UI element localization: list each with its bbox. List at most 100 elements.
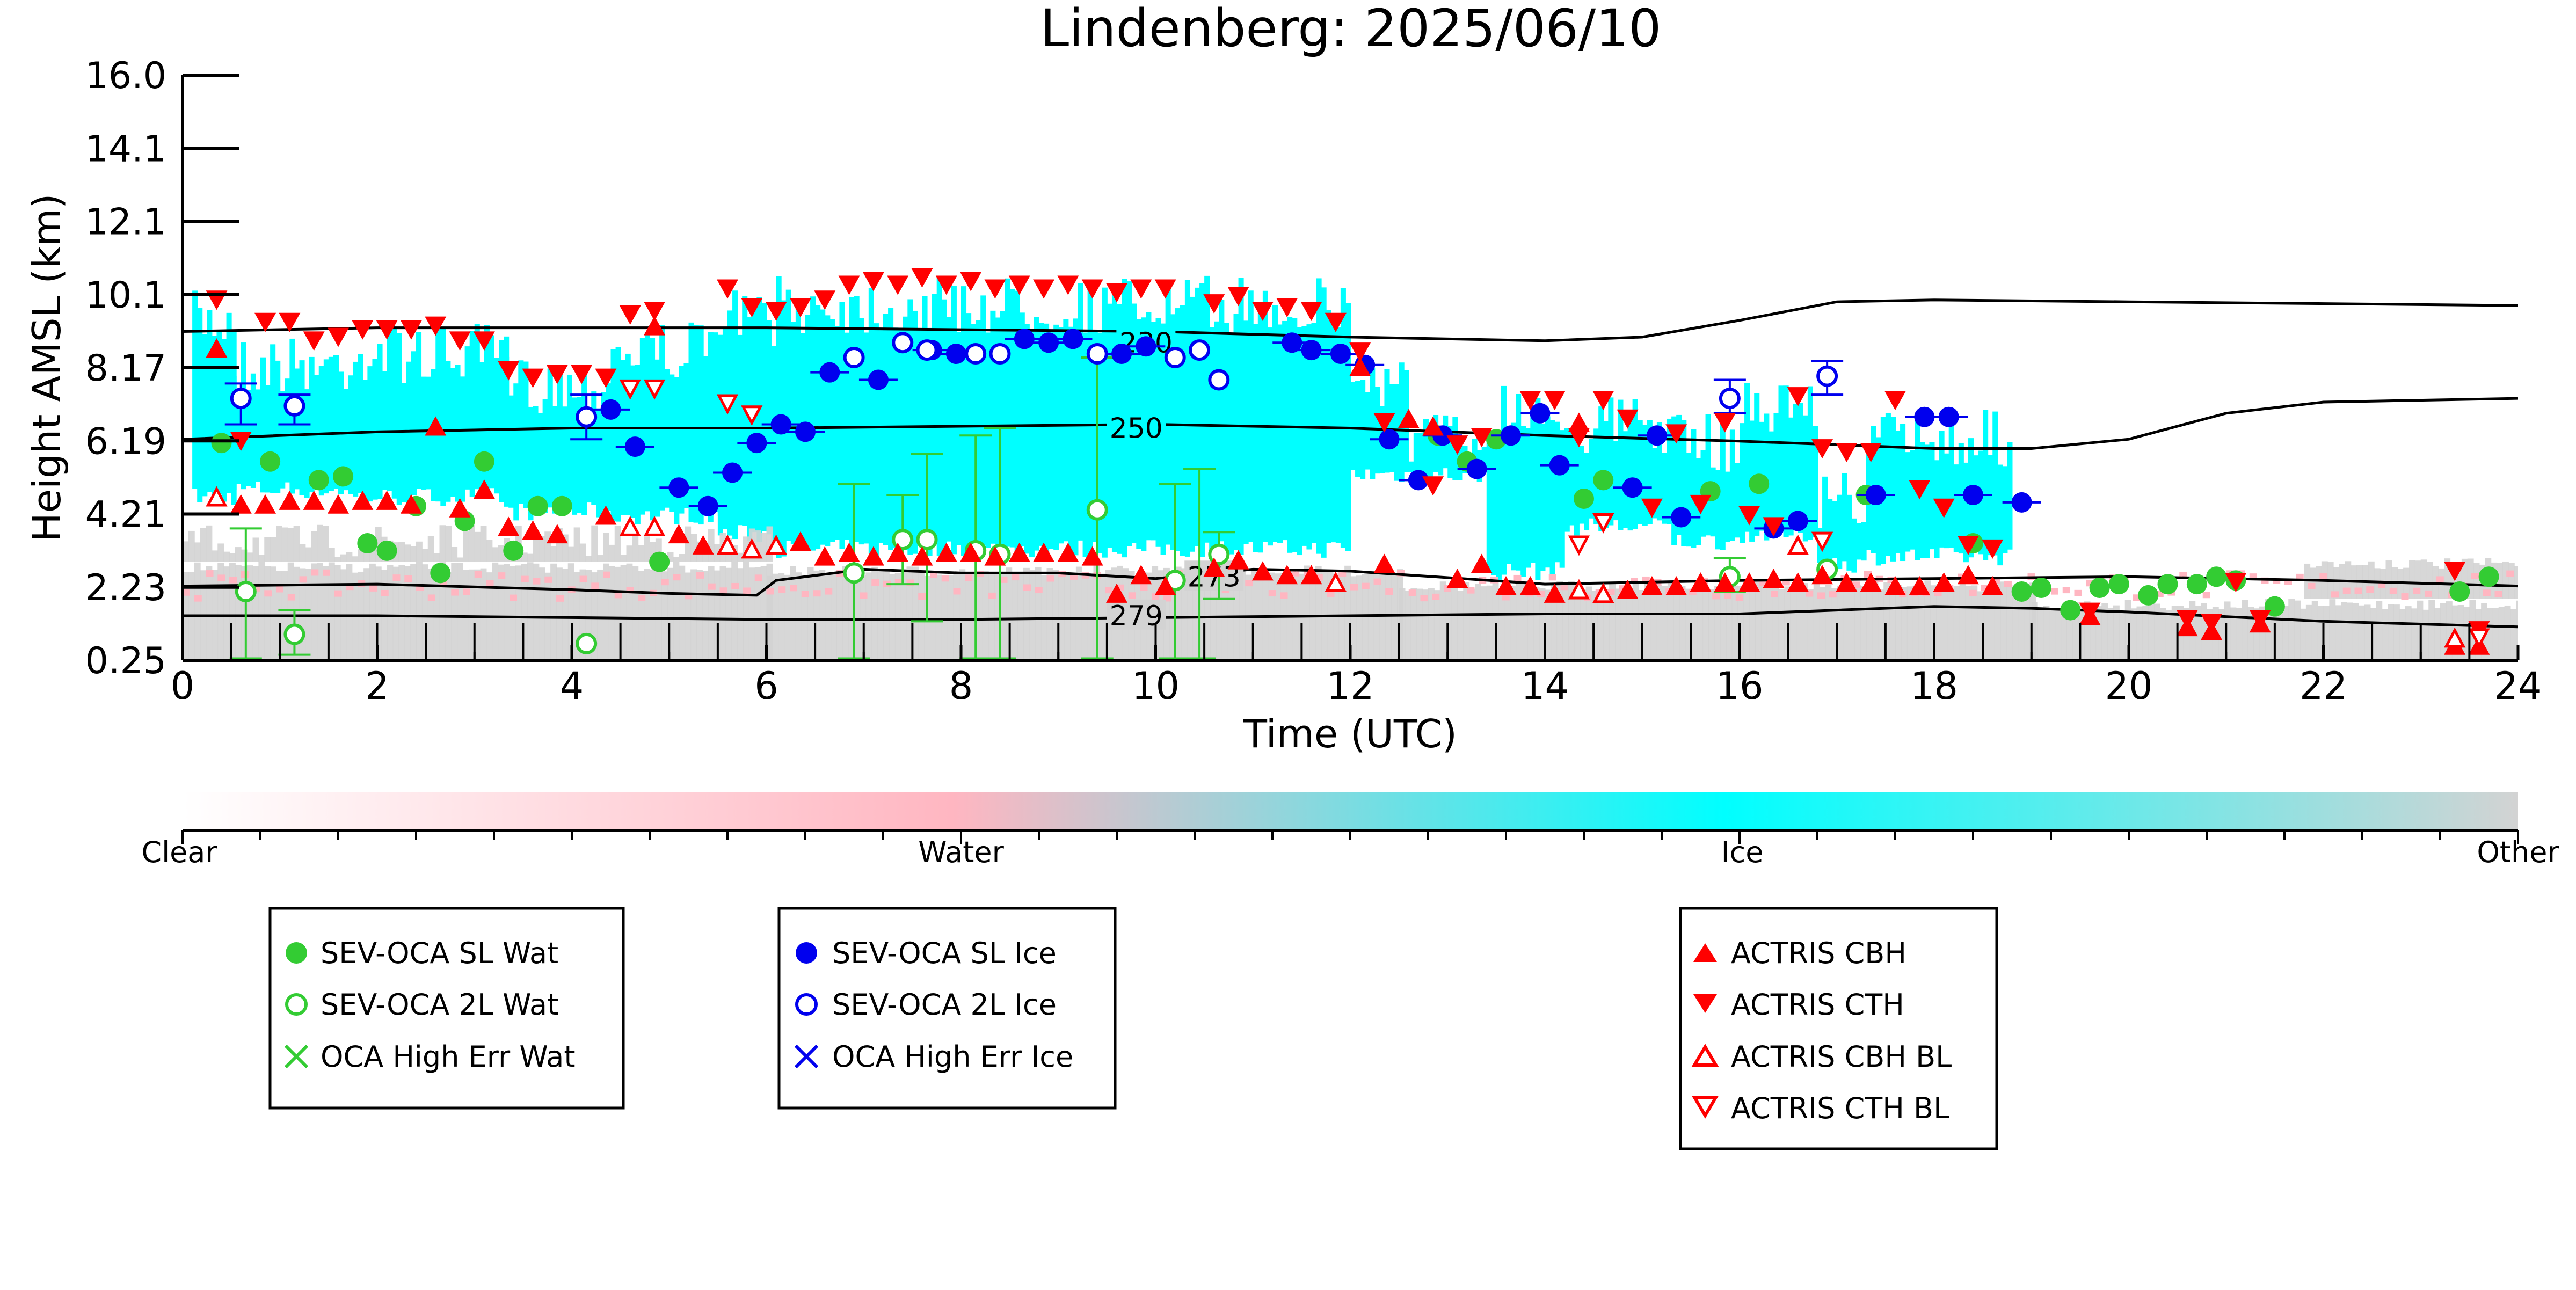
point-actris-cth <box>862 272 884 291</box>
y-tick-label: 4.21 <box>85 494 166 536</box>
water-pixel <box>1735 594 1743 601</box>
other-column <box>340 554 347 562</box>
other-column <box>1766 584 1773 660</box>
water-pixel <box>2494 591 2502 597</box>
legend-actris: ACTRIS CBH ACTRIS CTH ACTRIS CBH BL ACTR… <box>1679 907 1998 1150</box>
other-column <box>1609 582 1616 660</box>
point-sev-oca-sl-ice <box>1330 344 1351 365</box>
other-column <box>1807 589 1814 660</box>
ice-column <box>1540 423 1546 571</box>
point-sev-oca-sl-ice <box>697 495 718 516</box>
point-actris-cbh-bl <box>1568 579 1590 600</box>
other-column <box>287 528 294 562</box>
ice-column <box>396 333 402 505</box>
legend-cbh-marker <box>1693 943 1717 962</box>
other-column <box>1597 591 1604 660</box>
point-actris-cth <box>1422 476 1444 496</box>
ice-column <box>1248 290 1254 543</box>
colorbar-gradient <box>183 792 2518 830</box>
other-column <box>2072 602 2079 660</box>
other-column <box>194 542 201 562</box>
point-actris-cth <box>1884 391 1906 411</box>
other-column <box>1585 586 1592 660</box>
other-column <box>375 566 382 660</box>
point-actris-cbh <box>1033 542 1055 562</box>
water-pixel <box>2354 587 2362 594</box>
other-column <box>778 573 785 660</box>
ice-column <box>1622 431 1628 528</box>
ice-column <box>644 332 650 512</box>
ice-column <box>226 312 232 493</box>
ice-column <box>260 357 266 493</box>
ice-column <box>995 317 1001 545</box>
other-column <box>1802 583 1808 660</box>
other-column <box>2473 563 2480 599</box>
point-actris-cth <box>1763 517 1785 537</box>
other-column <box>2282 606 2289 660</box>
water-pixel <box>696 572 704 579</box>
ice-column <box>464 346 470 490</box>
point-sev-oca-sl-ice <box>1063 329 1083 349</box>
water-pixel <box>2202 592 2210 599</box>
ice-column <box>1520 426 1526 577</box>
other-column <box>2006 585 2013 660</box>
other-column <box>714 544 721 562</box>
other-column <box>1251 570 1257 660</box>
other-column <box>1825 585 1832 660</box>
ice-column <box>1642 424 1648 526</box>
ice-column <box>1175 308 1181 551</box>
ice-column <box>1559 430 1565 568</box>
ice-column <box>1895 431 1901 553</box>
legend-2l-wat-marker <box>285 993 308 1016</box>
ice-column <box>494 358 500 494</box>
other-column <box>2467 558 2474 599</box>
water-pixel <box>1350 584 1358 591</box>
ice-column <box>601 392 607 519</box>
water-pixel <box>1513 574 1522 581</box>
water-pixel <box>1385 588 1393 595</box>
point-actris-cth <box>1957 536 1979 555</box>
ice-column <box>1297 327 1302 556</box>
ice-column <box>1063 319 1069 542</box>
ice-column <box>1408 461 1414 472</box>
point-actris-cbh <box>644 316 666 336</box>
ice-column <box>1676 414 1682 535</box>
other-column <box>2323 606 2330 660</box>
point-actris-cbh <box>1081 546 1103 566</box>
temperature-contours: 230250273279 <box>183 298 2518 632</box>
point-actris-cth <box>717 279 738 299</box>
other-column <box>410 564 417 660</box>
point-sev-oca-sl-wat <box>2108 574 2129 595</box>
point-actris-cth-bl <box>716 394 739 415</box>
other-column <box>1580 589 1587 660</box>
other-column <box>1516 581 1522 660</box>
ice-column <box>348 375 354 494</box>
other-column <box>567 563 574 660</box>
other-column <box>1772 585 1779 660</box>
other-column <box>2201 603 2207 660</box>
point-actris-cbh <box>814 546 836 566</box>
point-actris-cth <box>1446 435 1468 455</box>
other-column <box>1545 589 1552 660</box>
other-column <box>1685 588 1692 660</box>
point-actris-cbh <box>935 542 957 562</box>
other-column <box>690 569 697 660</box>
other-column <box>2148 602 2155 660</box>
point-sev-oca-sl-ice <box>1379 429 1400 450</box>
ice-column <box>1958 443 1964 554</box>
point-sev-oca-sl-ice <box>1301 340 1322 361</box>
ice-column <box>878 330 884 543</box>
other-column <box>445 526 452 562</box>
other-column <box>2300 608 2306 660</box>
other-column <box>510 566 516 660</box>
point-actris-cbh <box>911 546 933 566</box>
ice-column <box>1253 324 1258 552</box>
other-column <box>766 526 773 562</box>
water-pixel <box>2506 570 2514 577</box>
legend-cbh-label: ACTRIS CBH <box>1731 936 1906 970</box>
other-column <box>556 528 563 562</box>
ice-column <box>936 275 942 556</box>
point-sev-oca-sl-wat <box>503 540 524 561</box>
ice-column <box>1102 287 1108 558</box>
other-column <box>719 566 726 660</box>
